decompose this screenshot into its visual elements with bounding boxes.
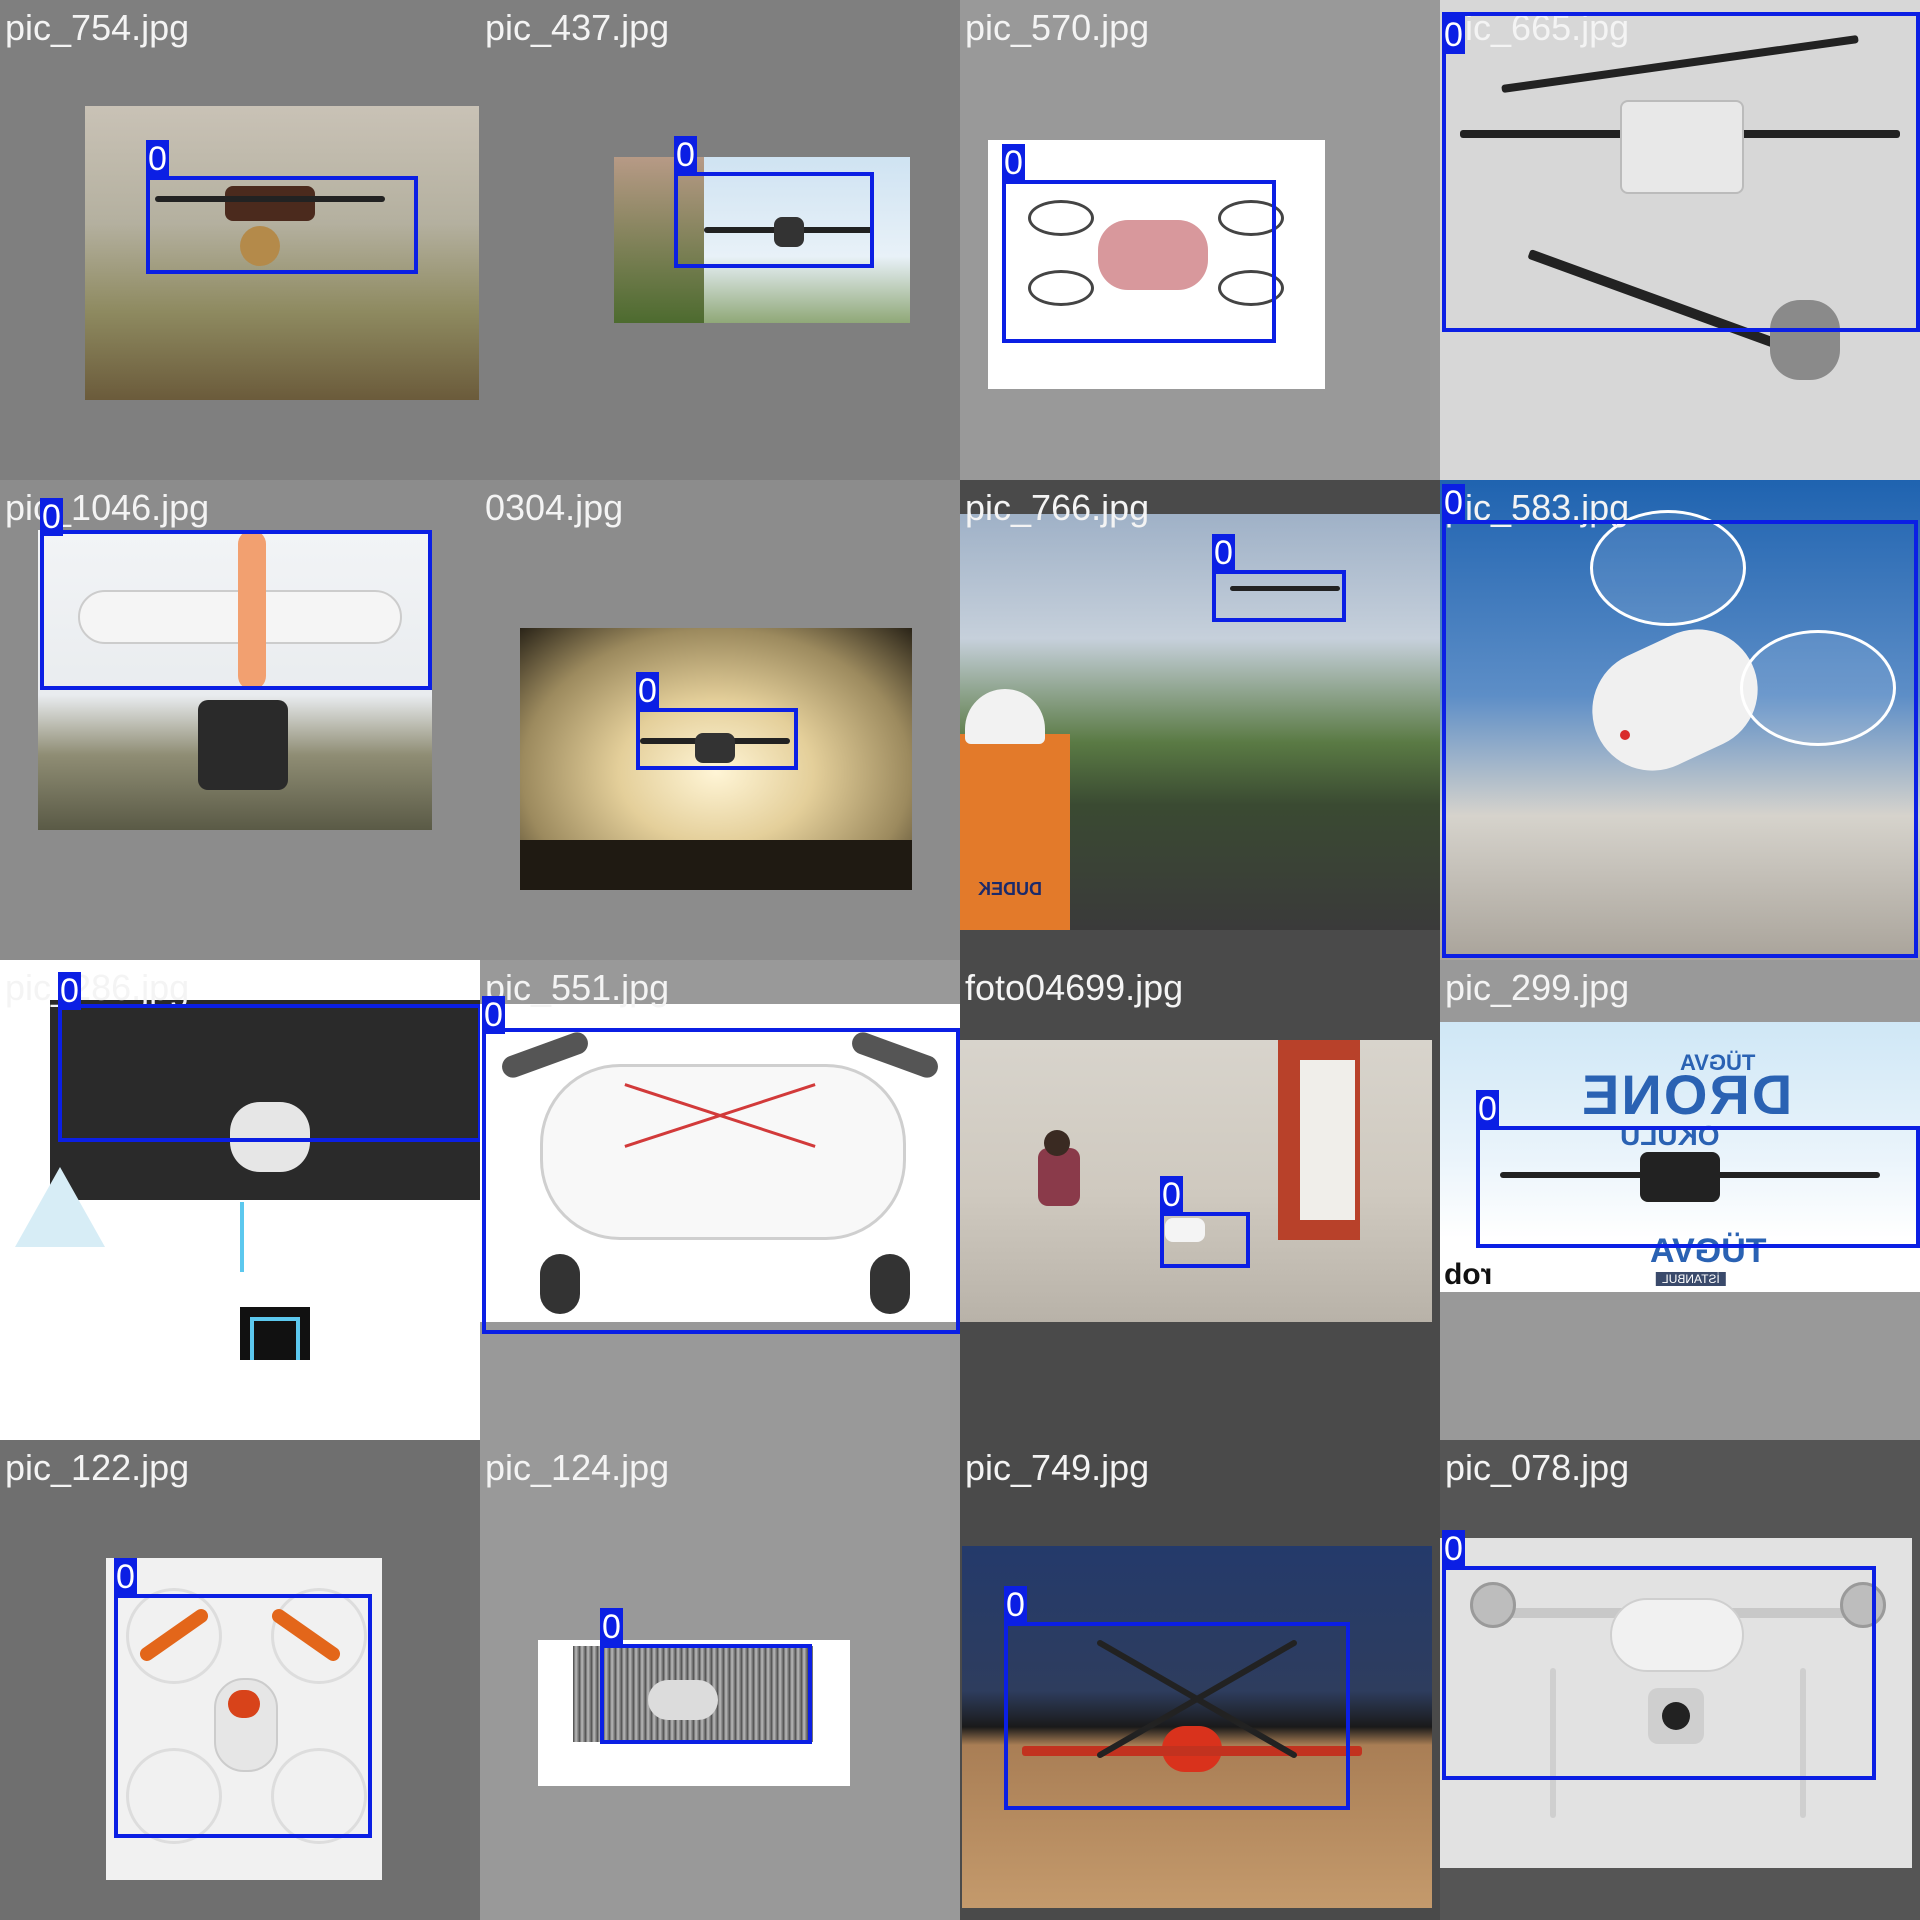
drone-photo xyxy=(520,628,912,890)
detection-box: 0 xyxy=(1476,1090,1920,1248)
class-label: 0 xyxy=(1004,1586,1027,1624)
tile-foto04699: foto04699.jpg 0 xyxy=(960,960,1440,1440)
tile-pic-749: pic_749.jpg 0 xyxy=(960,1440,1440,1920)
tile-filename: pic_551.jpg xyxy=(485,967,670,1008)
tile-pic-754: pic_754.jpg 0 xyxy=(0,0,480,480)
class-label: 0 xyxy=(1442,484,1465,522)
class-label: 0 xyxy=(1442,16,1465,54)
tile-pic-286: pic_286.jpg 0 xyxy=(0,960,480,1440)
drone-photo xyxy=(988,140,1325,389)
drone-photo xyxy=(480,1004,960,1322)
vest-text: DUDEK xyxy=(978,879,1043,899)
drone-photo: DUDEK xyxy=(960,514,1440,930)
tile-filename: pic_078.jpg xyxy=(1445,1447,1630,1488)
detection-box: 0 xyxy=(1004,1586,1350,1810)
tile-filename: pic_1046.jpg xyxy=(5,487,210,528)
drone-photo xyxy=(538,1640,850,1786)
tile-pic-078: pic_078.jpg 0 xyxy=(1440,1440,1920,1920)
class-label: 0 xyxy=(1212,534,1235,572)
tile-filename: 0304.jpg xyxy=(485,487,624,528)
class-label: 0 xyxy=(146,140,169,178)
tile-filename: pic_286.jpg xyxy=(5,967,190,1008)
class-label: 0 xyxy=(58,972,81,1010)
tile-filename: pic_122.jpg xyxy=(5,1447,190,1488)
tile-filename: pic_570.jpg xyxy=(965,7,1150,48)
detection-box: 0 xyxy=(1442,484,1918,958)
tile-pic-299: pic_299.jpg TÜGVA DRONE OKULU TÜGVA İSTA… xyxy=(1440,960,1920,1440)
tile-pic-583: pic_583.jpg 0 xyxy=(1440,480,1920,960)
detection-box: 0 xyxy=(40,498,432,690)
tile-pic-122: pic_122.jpg 0 xyxy=(0,1440,480,1920)
tile-pic-551: pic_551.jpg 0 xyxy=(480,960,960,1440)
detection-box: 0 xyxy=(114,1558,372,1838)
class-label: 0 xyxy=(1002,144,1025,182)
detection-box: 0 xyxy=(58,972,480,1142)
detection-box: 0 xyxy=(1160,1176,1250,1268)
class-label: 0 xyxy=(40,498,63,536)
detection-box: 0 xyxy=(1212,534,1346,622)
drone-photo xyxy=(1440,0,1920,480)
detection-box: 0 xyxy=(146,140,418,274)
drone-photo xyxy=(614,157,910,323)
detection-box: 0 xyxy=(636,672,798,770)
detection-box: 0 xyxy=(1002,144,1276,343)
tile-filename: pic_437.jpg xyxy=(485,7,670,48)
detection-box: 0 xyxy=(674,136,874,268)
banner-main: DRONE xyxy=(1580,1063,1793,1126)
banner-logo: rob xyxy=(1444,1258,1493,1291)
detection-box: 0 xyxy=(1442,12,1920,332)
tile-pic-124: pic_124.jpg 0 xyxy=(480,1440,960,1920)
tile-pic-665: pic_665.jpg 0 xyxy=(1440,0,1920,480)
drone-photo xyxy=(960,1040,1432,1322)
drone-photo xyxy=(10,982,480,1360)
banner-city: İSTANBUL xyxy=(1656,1272,1726,1286)
tile-pic-1046: pic_1046.jpg 0 xyxy=(0,480,480,960)
tile-pic-437: pic_437.jpg 0 xyxy=(480,0,960,480)
detection-box: 0 xyxy=(600,1608,812,1744)
class-label: 0 xyxy=(674,136,697,174)
tile-filename: foto04699.jpg xyxy=(965,967,1184,1008)
tile-0304: 0304.jpg 0 xyxy=(480,480,960,960)
tile-pic-570: pic_570.jpg 0 xyxy=(960,0,1440,480)
class-label: 0 xyxy=(636,672,659,710)
tile-filename: pic_124.jpg xyxy=(485,1447,670,1488)
tile-filename: pic_754.jpg xyxy=(5,7,190,48)
detection-box: 0 xyxy=(1442,1530,1876,1780)
class-label: 0 xyxy=(482,996,505,1034)
tile-filename: pic_749.jpg xyxy=(965,1447,1150,1488)
drone-photo xyxy=(1440,1538,1912,1868)
drone-photo xyxy=(962,1546,1432,1908)
class-label: 0 xyxy=(600,1608,623,1646)
tile-filename: pic_766.jpg xyxy=(965,487,1150,528)
class-label: 0 xyxy=(1160,1176,1183,1214)
drone-photo xyxy=(106,1558,382,1880)
drone-photo xyxy=(38,530,432,830)
drone-photo xyxy=(1440,480,1920,960)
class-label: 0 xyxy=(1442,1530,1465,1568)
tile-filename: pic_299.jpg xyxy=(1445,967,1630,1008)
class-label: 0 xyxy=(1476,1090,1499,1128)
tile-pic-766: pic_766.jpg DUDEK 0 xyxy=(960,480,1440,960)
detection-box: 0 xyxy=(482,996,960,1334)
class-label: 0 xyxy=(114,1558,137,1596)
